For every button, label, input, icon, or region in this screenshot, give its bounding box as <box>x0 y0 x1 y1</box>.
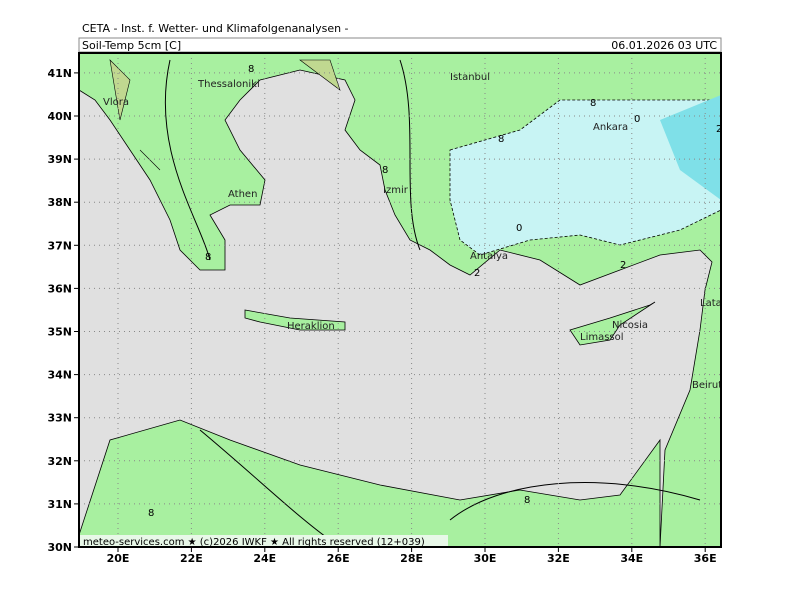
lat-tick-label: 38N <box>47 196 72 209</box>
parameter: Soil-Temp 5cm [C] <box>82 39 181 52</box>
contour-label: 8 <box>148 508 154 519</box>
lat-tick-label: 34N <box>47 369 72 382</box>
city: Thessaloniki <box>197 79 260 90</box>
footer: meteo-services.com ★ (c)2026 IWKF ★ All … <box>83 537 425 548</box>
lon-tick-label: 36E <box>694 552 717 565</box>
city: Istanbul <box>450 72 490 83</box>
city: Ankara <box>593 122 628 133</box>
cold-area <box>449 99 721 256</box>
lon-tick-label: 34E <box>620 552 643 565</box>
lon-tick-label: 22E <box>180 552 203 565</box>
city: Limassol <box>580 332 624 343</box>
contour-label: 8 <box>205 252 211 263</box>
lon-tick-label: 30E <box>474 552 497 565</box>
lat-tick-label: 31N <box>47 498 72 511</box>
valid-time: 06.01.2026 03 UTC <box>611 39 717 52</box>
city: Nicosia <box>612 320 648 331</box>
lat-tick-label: 36N <box>47 282 72 295</box>
lat-tick-label: 39N <box>47 153 72 166</box>
contour-label: 0 <box>516 223 522 234</box>
city: Heraklion <box>287 321 335 332</box>
footer-bg <box>80 535 448 547</box>
contour-label: 8 <box>248 64 254 75</box>
lat-tick-label: 40N <box>47 110 72 123</box>
city: Beirut <box>692 380 722 391</box>
contour-label: 8 <box>382 165 388 176</box>
city: Izmir <box>383 185 409 196</box>
contour-label: 8 <box>498 134 504 145</box>
warm-patches <box>109 59 341 171</box>
lat-tick-label: 30N <box>47 541 72 554</box>
lon-tick-label: 32E <box>547 552 570 565</box>
lat-tick-label: 32N <box>47 455 72 468</box>
city: Antalya <box>470 251 508 262</box>
lon-tick-label: 24E <box>253 552 276 565</box>
colder-area <box>660 95 721 200</box>
lon-tick-label: 26E <box>327 552 350 565</box>
lat-tick-label: 37N <box>47 239 72 252</box>
contour-label: 2 <box>716 124 722 135</box>
cyprus <box>569 301 656 346</box>
contour-lines <box>164 59 701 547</box>
lat-tick-label: 35N <box>47 326 72 339</box>
city: Latakia <box>700 298 736 309</box>
lat-tick-label: 41N <box>47 67 72 80</box>
axes: 20E 22E 24E 26E 28E 30E 32E 34E 36E 30N 31N 32N 33N 3… <box>47 67 716 565</box>
contour-label: 8 <box>524 495 530 506</box>
lon-tick-label: 28E <box>400 552 423 565</box>
labels: Tirana Vlora Thessaloniki Athen Istanbul… <box>103 53 736 519</box>
lat-tick-label: 33N <box>47 412 72 425</box>
city: Vlora <box>103 97 129 108</box>
land-africa <box>79 419 661 547</box>
contour-label: 0 <box>634 114 640 125</box>
map-frame <box>78 52 722 548</box>
contour-label: 2 <box>474 268 480 279</box>
city: Athen <box>228 189 257 200</box>
header-title: CETA - Inst. f. Wetter- und Klimafolgena… <box>82 22 349 35</box>
lon-tick-label: 20E <box>107 552 130 565</box>
crete <box>244 309 346 331</box>
contour-label: 8 <box>590 98 596 109</box>
map-area: Tirana Vlora Thessaloniki Athen Istanbul… <box>79 53 736 548</box>
grid <box>79 53 721 547</box>
contour-label: 2 <box>620 260 626 271</box>
